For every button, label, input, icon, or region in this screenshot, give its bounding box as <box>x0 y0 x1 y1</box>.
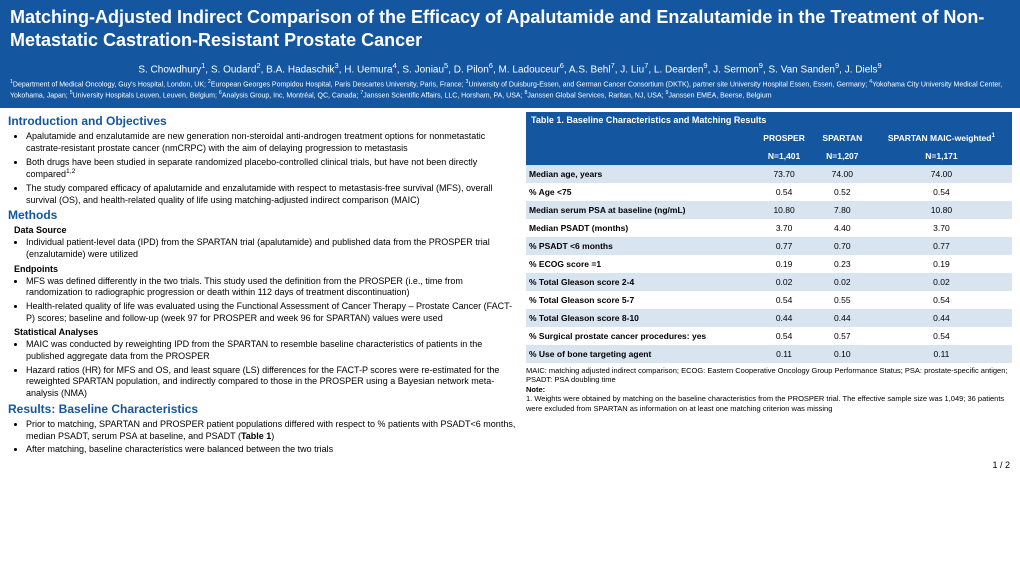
table-row: % Age <750.540.520.54 <box>526 183 1012 201</box>
list-item: Individual patient-level data (IPD) from… <box>26 237 518 260</box>
table-cell: 0.44 <box>754 309 813 327</box>
table-cell: 74.00 <box>871 165 1012 183</box>
methods-heading: Methods <box>8 208 518 222</box>
table-cell: Median serum PSA at baseline (ng/mL) <box>526 201 754 219</box>
table-cell: 73.70 <box>754 165 813 183</box>
table-row: % Use of bone targeting agent0.110.100.1… <box>526 345 1012 363</box>
table-n-cell: N=1,401 <box>754 147 813 165</box>
poster-header: Matching-Adjusted Indirect Comparison of… <box>0 0 1020 108</box>
table-cell: % Total Gleason score 8-10 <box>526 309 754 327</box>
table-cell: 0.77 <box>754 237 813 255</box>
table-cell: 0.44 <box>814 309 871 327</box>
table-body: Median age, years73.7074.0074.00% Age <7… <box>526 165 1012 363</box>
table-cell: 0.11 <box>754 345 813 363</box>
table-cell: % Age <75 <box>526 183 754 201</box>
intro-list: Apalutamide and enzalutamide are new gen… <box>8 131 518 206</box>
table-cell: 0.19 <box>754 255 813 273</box>
intro-heading: Introduction and Objectives <box>8 114 518 128</box>
table-cell: 0.11 <box>871 345 1012 363</box>
affiliations: 1Department of Medical Oncology, Guy's H… <box>10 79 1010 100</box>
table-cell: 3.70 <box>871 219 1012 237</box>
table-col-header: PROSPER <box>754 128 813 147</box>
table-n-cell <box>526 147 754 165</box>
table-cell: 0.02 <box>814 273 871 291</box>
table-cell: 0.70 <box>814 237 871 255</box>
table-cell: % ECOG score =1 <box>526 255 754 273</box>
table-cell: % Surgical prostate cancer procedures: y… <box>526 327 754 345</box>
table-cell: 0.54 <box>871 291 1012 309</box>
table-col-header: SPARTAN MAIC-weighted1 <box>871 128 1012 147</box>
table-cell: 0.54 <box>754 291 813 309</box>
table-cell: 10.80 <box>754 201 813 219</box>
table-col-header <box>526 128 754 147</box>
table-cell: 0.02 <box>754 273 813 291</box>
table-cell: 0.55 <box>814 291 871 309</box>
list-item: The study compared efficacy of apalutami… <box>26 183 518 206</box>
authors-line: S. Chowdhury1, S. Oudard2, B.A. Hadaschi… <box>10 61 1010 75</box>
table-row: % Surgical prostate cancer procedures: y… <box>526 327 1012 345</box>
baseline-table: PROSPERSPARTANSPARTAN MAIC-weighted1 N=1… <box>526 128 1012 363</box>
table-row: Median PSADT (months)3.704.403.70 <box>526 219 1012 237</box>
table-cell: 74.00 <box>814 165 871 183</box>
endpoints-list: MFS was defined differently in the two t… <box>8 276 518 325</box>
table-cell: 7.80 <box>814 201 871 219</box>
table-cell: 3.70 <box>754 219 813 237</box>
table-row: % Total Gleason score 8-100.440.440.44 <box>526 309 1012 327</box>
table-cell: 0.44 <box>871 309 1012 327</box>
list-item: Both drugs have been studied in separate… <box>26 157 518 181</box>
data-source-list: Individual patient-level data (IPD) from… <box>8 237 518 260</box>
list-item: MFS was defined differently in the two t… <box>26 276 518 299</box>
table-row: Median age, years73.7074.0074.00 <box>526 165 1012 183</box>
results-list: Prior to matching, SPARTAN and PROSPER p… <box>8 419 518 456</box>
poster-title: Matching-Adjusted Indirect Comparison of… <box>10 6 1010 51</box>
table-cell: 0.54 <box>754 183 813 201</box>
table-cell: 0.77 <box>871 237 1012 255</box>
content-area: Introduction and Objectives Apalutamide … <box>0 108 1020 458</box>
list-item: Health-related quality of life was evalu… <box>26 301 518 324</box>
table-n-row: N=1,401N=1,207N=1,171 <box>526 147 1012 165</box>
table-cell: % Total Gleason score 5-7 <box>526 291 754 309</box>
table-footnote: MAIC: matching adjusted indirect compari… <box>526 366 1012 413</box>
table-cell: Median PSADT (months) <box>526 219 754 237</box>
list-item: Apalutamide and enzalutamide are new gen… <box>26 131 518 154</box>
table-cell: 4.40 <box>814 219 871 237</box>
table-row: % ECOG score =10.190.230.19 <box>526 255 1012 273</box>
table-cell: 0.02 <box>871 273 1012 291</box>
table-cell: 0.54 <box>871 327 1012 345</box>
table-cell: 0.10 <box>814 345 871 363</box>
table-header-row: PROSPERSPARTANSPARTAN MAIC-weighted1 <box>526 128 1012 147</box>
results-heading: Results: Baseline Characteristics <box>8 402 518 416</box>
table-cell: % PSADT <6 months <box>526 237 754 255</box>
stats-list: MAIC was conducted by reweighting IPD fr… <box>8 339 518 399</box>
table-cell: Median age, years <box>526 165 754 183</box>
table-cell: 0.52 <box>814 183 871 201</box>
page-indicator: 1 / 2 <box>0 458 1020 472</box>
list-item: Prior to matching, SPARTAN and PROSPER p… <box>26 419 518 442</box>
table-cell: 10.80 <box>871 201 1012 219</box>
right-column: Table 1. Baseline Characteristics and Ma… <box>526 112 1012 458</box>
endpoints-heading: Endpoints <box>14 264 518 274</box>
list-item: Hazard ratios (HR) for MFS and OS, and l… <box>26 365 518 400</box>
table-cell: 0.57 <box>814 327 871 345</box>
list-item: After matching, baseline characteristics… <box>26 444 518 456</box>
table-row: % PSADT <6 months0.770.700.77 <box>526 237 1012 255</box>
left-column: Introduction and Objectives Apalutamide … <box>8 112 518 458</box>
table-row: % Total Gleason score 5-70.540.550.54 <box>526 291 1012 309</box>
table-n-cell: N=1,207 <box>814 147 871 165</box>
table-col-header: SPARTAN <box>814 128 871 147</box>
list-item: MAIC was conducted by reweighting IPD fr… <box>26 339 518 362</box>
table-row: Median serum PSA at baseline (ng/mL)10.8… <box>526 201 1012 219</box>
table-cell: 0.19 <box>871 255 1012 273</box>
data-source-heading: Data Source <box>14 225 518 235</box>
table-cell: 0.54 <box>871 183 1012 201</box>
stats-heading: Statistical Analyses <box>14 327 518 337</box>
table-cell: 0.23 <box>814 255 871 273</box>
table-cell: 0.54 <box>754 327 813 345</box>
table-cell: % Total Gleason score 2-4 <box>526 273 754 291</box>
table-n-cell: N=1,171 <box>871 147 1012 165</box>
table-row: % Total Gleason score 2-40.020.020.02 <box>526 273 1012 291</box>
table-title: Table 1. Baseline Characteristics and Ma… <box>526 112 1012 128</box>
table-cell: % Use of bone targeting agent <box>526 345 754 363</box>
